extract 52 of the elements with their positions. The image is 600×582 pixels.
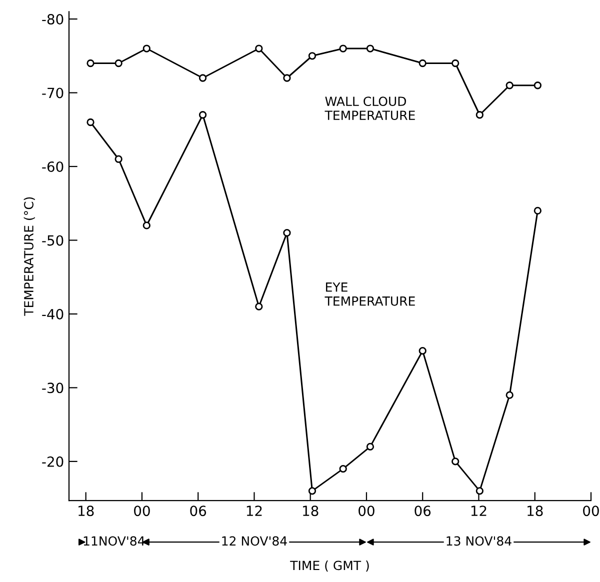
y-tick-label: -40 — [42, 308, 64, 320]
x-tick-label: 12 — [246, 506, 262, 516]
y-tick-label: -70 — [42, 88, 64, 98]
x-tick-label: 00 — [134, 506, 150, 516]
point — [506, 391, 514, 399]
point — [452, 59, 460, 68]
point — [418, 59, 426, 68]
point — [452, 458, 460, 466]
point — [418, 347, 426, 355]
point — [142, 44, 150, 52]
y-tick-label: -30 — [42, 382, 64, 394]
point — [283, 229, 291, 237]
annotation: EYE TEMPERATURE — [324, 282, 415, 306]
x-tick-label: 18 — [78, 506, 94, 516]
point — [308, 52, 316, 60]
point — [142, 222, 150, 230]
point — [86, 59, 94, 68]
x-tick-label: 18 — [303, 506, 318, 516]
point — [476, 487, 484, 495]
x-tick-label: 06 — [414, 506, 431, 516]
point — [308, 487, 316, 495]
point — [366, 442, 374, 451]
y-axis-title: TEMPERATURE (°C) — [24, 197, 35, 316]
y-tick-label: -60 — [42, 161, 64, 172]
point — [255, 44, 263, 52]
text: 12 NOV'84 — [222, 536, 287, 546]
text: 13 NOV'84 — [446, 536, 512, 546]
x-tick-label: 18 — [528, 506, 543, 516]
y-tick-label: -20 — [42, 456, 64, 467]
point — [339, 44, 347, 52]
x-tick-label: 06 — [190, 506, 206, 516]
point — [339, 464, 347, 473]
annotation: WALL CLOUD TEMPERATURE — [324, 96, 415, 120]
point — [366, 44, 374, 52]
point — [114, 59, 122, 68]
point — [476, 111, 484, 119]
point — [198, 111, 207, 119]
x-axis-title: TIME ( GMT ) — [290, 560, 369, 572]
y-tick-label: -80 — [42, 14, 64, 24]
x-tick-label: 12 — [471, 506, 486, 516]
point — [283, 74, 291, 82]
text: 11NOV'84 — [84, 536, 145, 546]
x-tick-label: 00 — [583, 506, 599, 516]
point — [534, 82, 542, 90]
point — [255, 302, 263, 310]
point — [534, 206, 542, 215]
point — [198, 74, 207, 82]
point — [86, 118, 94, 126]
point — [114, 155, 122, 163]
point — [506, 82, 514, 90]
x-tick-label: 00 — [358, 506, 374, 516]
y-tick-label: -50 — [42, 235, 64, 246]
